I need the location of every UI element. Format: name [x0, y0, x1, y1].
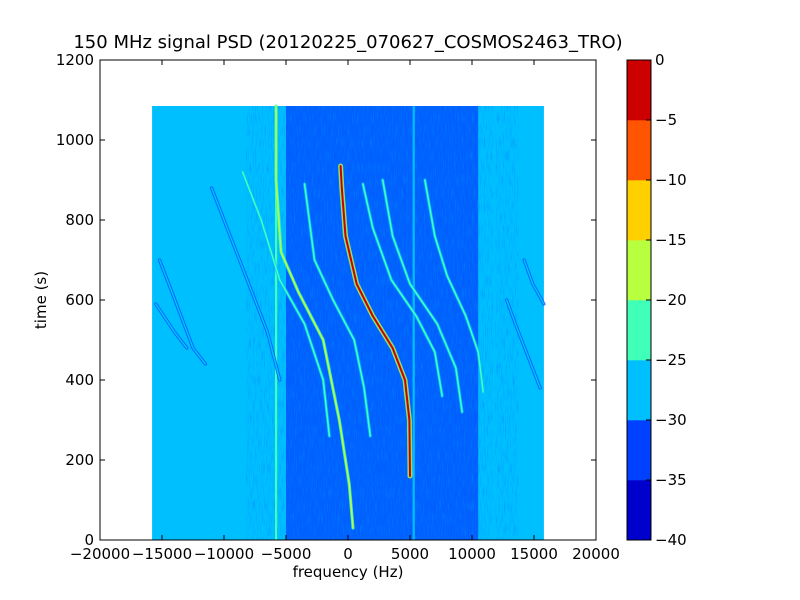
chart-title: 150 MHz signal PSD (20120225_070627_COSM… [73, 32, 622, 53]
colorbar-tick-label: −10 [655, 171, 687, 189]
x-tick-label: −10000 [194, 545, 254, 563]
heatmap-noise-texture [246, 106, 519, 540]
colorbar-tick-label: −30 [655, 411, 687, 429]
x-tick-label: 0 [343, 545, 353, 563]
heatmap-trace [424, 179, 484, 393]
heatmap-trace [275, 105, 354, 529]
heatmap-trace [210, 187, 281, 381]
y-axis: 0 200 400 600 800 1000 1200 [56, 51, 596, 549]
x-tick-label: −15000 [132, 545, 192, 563]
colorbar-tick-label: −35 [655, 471, 687, 489]
x-tick-label: −20000 [70, 545, 130, 563]
x-tick-label: −5000 [261, 545, 312, 563]
x-axis: −20000 −15000 −10000 −5000 0 5000 10000 15000 20… [70, 60, 620, 563]
colorbar-segment [627, 480, 651, 541]
x-tick-label: 20000 [572, 545, 620, 563]
y-tick-label: 200 [65, 451, 94, 469]
colorbar-tick-label: −25 [655, 351, 687, 369]
colorbar-tick-label: −15 [655, 231, 687, 249]
heatmap-trace [362, 183, 443, 397]
colorbar-segment [627, 180, 651, 241]
y-tick-label: 1000 [56, 131, 94, 149]
x-tick-label: 5000 [391, 545, 429, 563]
heatmap-trace [158, 259, 207, 365]
colorbar-tick-label: 0 [655, 51, 665, 69]
x-axis-label: frequency (Hz) [293, 563, 404, 581]
colorbar-segment [627, 240, 651, 301]
x-tick-label: 15000 [510, 545, 558, 563]
colorbar-tick-label: −5 [655, 111, 677, 129]
colorbar-segment [627, 300, 651, 361]
colorbar: −40 −35 −30 −25 −20 −15 −10 −5 0 [626, 51, 687, 549]
y-axis-label: time (s) [32, 271, 50, 329]
colorbar-tick-label: −40 [655, 531, 687, 549]
y-tick-label: 0 [84, 531, 94, 549]
y-tick-label: 800 [65, 211, 94, 229]
y-tick-label: 600 [65, 291, 94, 309]
heatmap-trace [303, 183, 372, 437]
heatmap-trace [241, 171, 331, 437]
heatmap-trace [381, 179, 463, 413]
heatmap-trace [155, 303, 188, 349]
x-tick-label: 10000 [448, 545, 496, 563]
colorbar-segment [627, 60, 651, 121]
heatmap-trace [339, 165, 411, 477]
colorbar-segment [627, 420, 651, 481]
y-tick-label: 400 [65, 371, 94, 389]
colorbar-tick-label: −20 [655, 291, 687, 309]
heatmap-trace [523, 259, 545, 305]
heatmap-trace [505, 299, 541, 389]
y-tick-label: 1200 [56, 51, 94, 69]
heatmap [152, 104, 546, 540]
colorbar-segment [627, 360, 651, 421]
colorbar-segment [627, 120, 651, 181]
